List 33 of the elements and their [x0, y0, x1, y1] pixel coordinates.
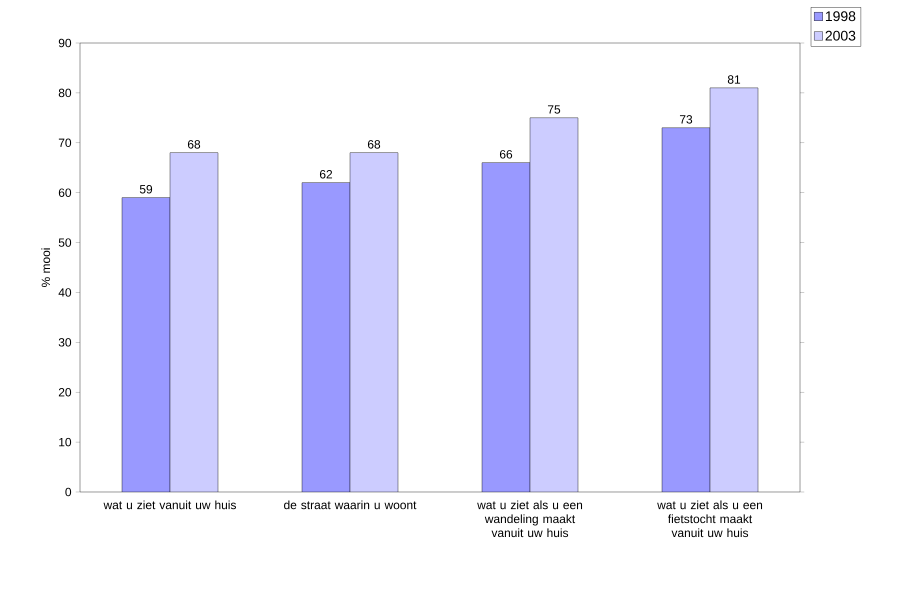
data-label: 81 [728, 75, 740, 84]
legend-label: 2003 [826, 30, 856, 41]
y-tick-label: 50 [58, 238, 72, 247]
bar [350, 152, 398, 492]
bar [122, 197, 170, 492]
data-label: 75 [548, 105, 560, 114]
y-tick-label: 30 [58, 338, 72, 347]
bar [170, 152, 218, 492]
x-tick-label: wat u ziet als u een fietstocht maakt vanuit uw huis [657, 500, 762, 538]
y-tick-label: 0 [65, 488, 72, 496]
legend-label: 1998 [826, 11, 856, 22]
y-tick-label: 60 [58, 188, 72, 197]
y-tick-label: 20 [58, 388, 72, 396]
bar [482, 162, 530, 492]
y-tick-label: 90 [58, 38, 72, 48]
data-label: 68 [188, 140, 200, 149]
data-label: 62 [320, 170, 332, 178]
x-tick-label: wat u ziet vanuit uw huis [104, 500, 236, 510]
bar [530, 118, 578, 492]
data-label: 73 [680, 115, 692, 124]
bar [710, 88, 758, 492]
y-tick-label: 80 [58, 88, 72, 98]
x-tick-label: wat u ziet als u een wandeling maakt vanuit uw huis [477, 500, 582, 538]
data-label: 59 [140, 185, 152, 194]
bar [662, 128, 710, 492]
bar [302, 182, 350, 492]
y-axis-title: % mooi [41, 248, 50, 288]
y-tick-label: 70 [58, 138, 72, 148]
y-tick-label: 40 [58, 288, 72, 297]
y-tick-label: 10 [59, 438, 72, 446]
data-label: 68 [368, 140, 380, 149]
x-tick-label: de straat waarin u woont [284, 500, 416, 510]
data-label: 66 [500, 150, 512, 159]
